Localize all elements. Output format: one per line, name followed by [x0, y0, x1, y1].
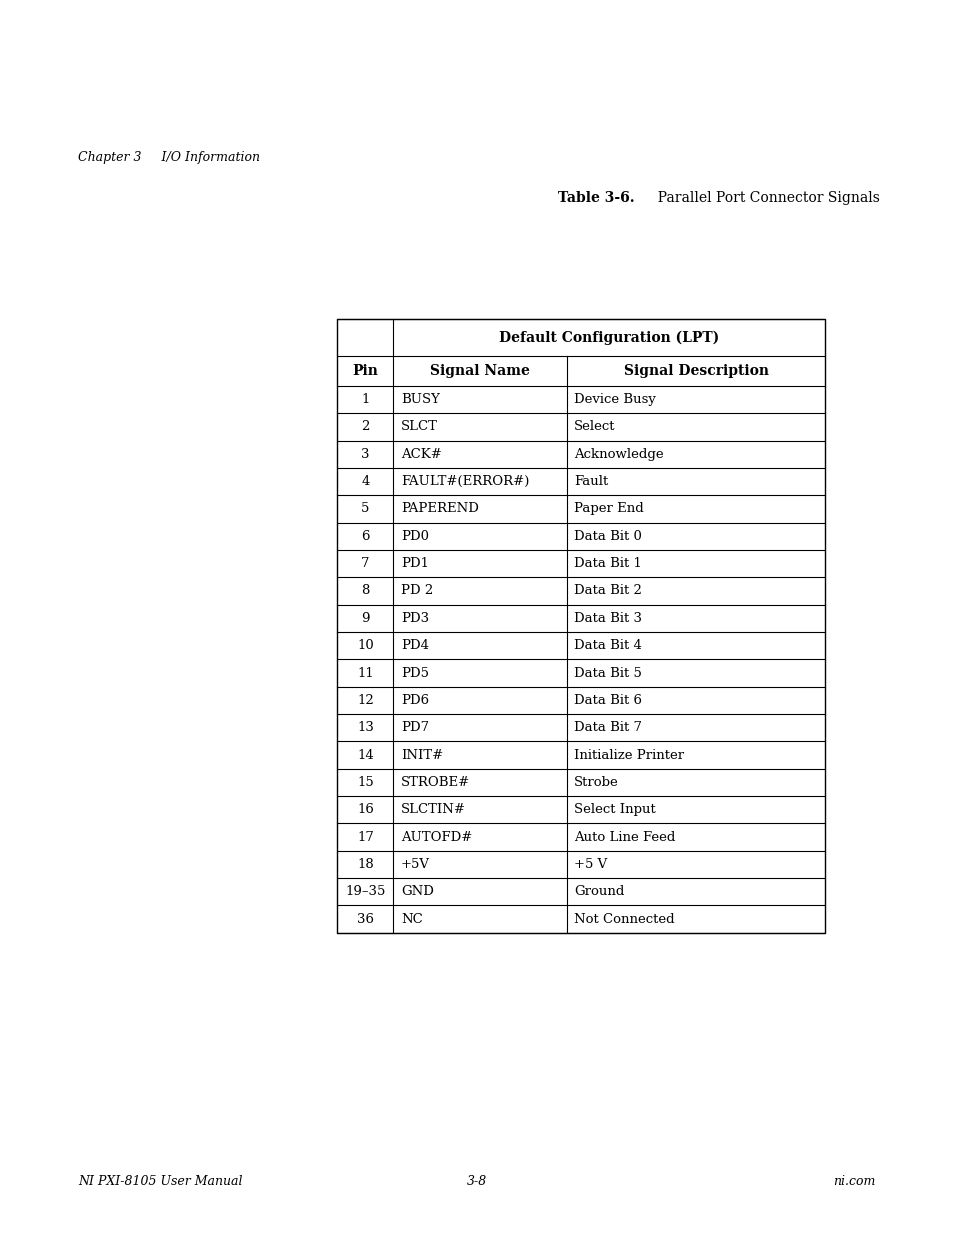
Text: Table 3-6.: Table 3-6. [558, 191, 634, 205]
Text: Signal Name: Signal Name [430, 364, 530, 378]
Text: Select: Select [574, 420, 615, 433]
Text: BUSY: BUSY [400, 393, 439, 406]
Text: Paper End: Paper End [574, 503, 643, 515]
Text: Default Configuration (LPT): Default Configuration (LPT) [498, 330, 719, 345]
Text: Chapter 3     I/O Information: Chapter 3 I/O Information [78, 151, 260, 164]
Text: 36: 36 [356, 913, 374, 925]
Text: PAPEREND: PAPEREND [400, 503, 478, 515]
Text: ni.com: ni.com [833, 1174, 875, 1188]
Text: FAULT#(ERROR#): FAULT#(ERROR#) [400, 475, 529, 488]
Text: STROBE#: STROBE# [400, 776, 470, 789]
Text: NC: NC [400, 913, 422, 925]
Text: Data Bit 7: Data Bit 7 [574, 721, 641, 734]
Text: ACK#: ACK# [400, 448, 441, 461]
Text: 11: 11 [356, 667, 374, 679]
Text: 15: 15 [356, 776, 374, 789]
Text: PD7: PD7 [400, 721, 429, 734]
Text: SLCT: SLCT [400, 420, 437, 433]
Text: Acknowledge: Acknowledge [574, 448, 663, 461]
Text: +5 V: +5 V [574, 858, 607, 871]
Text: 2: 2 [361, 420, 369, 433]
Text: GND: GND [400, 885, 434, 898]
Text: Signal Description: Signal Description [623, 364, 768, 378]
Text: PD1: PD1 [400, 557, 429, 571]
Text: PD 2: PD 2 [400, 584, 433, 598]
Text: Pin: Pin [352, 364, 378, 378]
Text: 12: 12 [356, 694, 374, 706]
Text: Data Bit 5: Data Bit 5 [574, 667, 641, 679]
Text: PD0: PD0 [400, 530, 429, 543]
Text: 16: 16 [356, 803, 374, 816]
Text: +5V: +5V [400, 858, 430, 871]
Text: 7: 7 [361, 557, 369, 571]
Text: PD4: PD4 [400, 640, 429, 652]
Text: Strobe: Strobe [574, 776, 618, 789]
Text: 3: 3 [361, 448, 369, 461]
Text: Device Busy: Device Busy [574, 393, 656, 406]
Text: PD6: PD6 [400, 694, 429, 706]
Text: 3-8: 3-8 [466, 1174, 487, 1188]
Text: Select Input: Select Input [574, 803, 655, 816]
Text: 18: 18 [356, 858, 374, 871]
Text: 19–35: 19–35 [345, 885, 385, 898]
Text: Data Bit 6: Data Bit 6 [574, 694, 641, 706]
Text: Initialize Printer: Initialize Printer [574, 748, 683, 762]
Bar [337, 320, 824, 932]
Text: 14: 14 [356, 748, 374, 762]
Text: NI PXI-8105 User Manual: NI PXI-8105 User Manual [78, 1174, 242, 1188]
Text: 4: 4 [361, 475, 369, 488]
Text: PD3: PD3 [400, 611, 429, 625]
Text: 5: 5 [361, 503, 369, 515]
Text: 17: 17 [356, 831, 374, 844]
Text: Fault: Fault [574, 475, 608, 488]
Text: PD5: PD5 [400, 667, 429, 679]
Text: Data Bit 2: Data Bit 2 [574, 584, 641, 598]
Text: Data Bit 4: Data Bit 4 [574, 640, 641, 652]
Text: Not Connected: Not Connected [574, 913, 674, 925]
Text: 6: 6 [361, 530, 369, 543]
Text: Parallel Port Connector Signals: Parallel Port Connector Signals [648, 191, 879, 205]
Text: 13: 13 [356, 721, 374, 734]
Text: 8: 8 [361, 584, 369, 598]
Text: 10: 10 [356, 640, 374, 652]
Text: Data Bit 0: Data Bit 0 [574, 530, 641, 543]
Text: Data Bit 1: Data Bit 1 [574, 557, 641, 571]
Text: AUTOFD#: AUTOFD# [400, 831, 472, 844]
Text: Data Bit 3: Data Bit 3 [574, 611, 641, 625]
Text: Ground: Ground [574, 885, 624, 898]
Text: 1: 1 [361, 393, 369, 406]
Text: INIT#: INIT# [400, 748, 442, 762]
Text: SLCTIN#: SLCTIN# [400, 803, 465, 816]
Text: Auto Line Feed: Auto Line Feed [574, 831, 675, 844]
Text: 9: 9 [361, 611, 369, 625]
